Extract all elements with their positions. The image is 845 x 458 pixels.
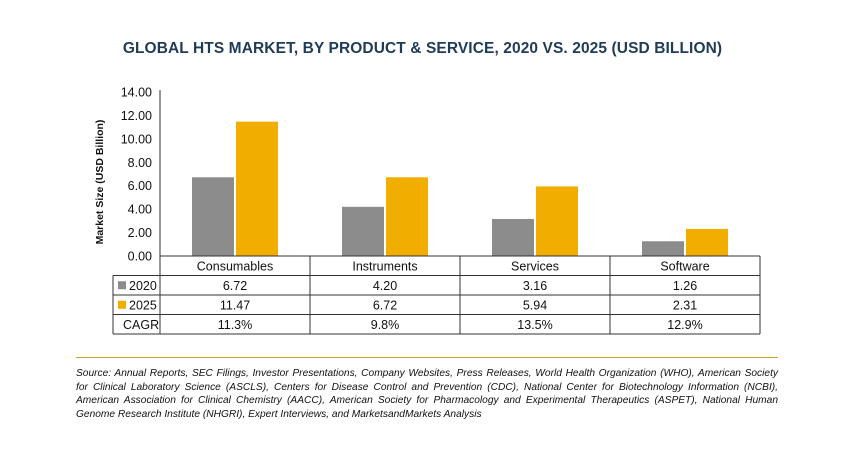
source-note: Source: Annual Reports, SEC Filings, Inv… [76,368,778,420]
data-label: 6.72 [373,298,397,312]
chart-title: GLOBAL HTS MARKET, BY PRODUCT & SERVICE,… [122,40,723,57]
bar-2020-services [492,218,534,256]
bar-chart: 14.00 12.00 10.00 8.00 6.00 4.00 2.00 0.00 Marke… [94,86,761,335]
x-category-label: Services [511,259,559,273]
bar-2020-consumables [192,177,234,256]
bar-2025-services [536,186,578,256]
y-tick-label: 0.00 [128,250,152,264]
y-tick-label: 8.00 [128,156,152,170]
y-tick-label: 2.00 [128,226,152,240]
data-label: 1.26 [673,279,697,293]
x-category-label: Instruments [352,259,417,273]
data-label: 6.72 [223,279,247,293]
x-category-label: Software [660,259,709,273]
source-divider [76,357,778,358]
legend-swatch-2020 [118,281,126,290]
cagr-value: 9.8% [371,318,400,332]
cagr-value: 13.5% [517,318,552,332]
data-label: 2.31 [673,298,697,312]
bar-2025-consumables [236,121,278,256]
y-tick-label: 6.00 [128,179,152,193]
y-tick-label: 14.00 [121,86,152,100]
data-label: 5.94 [523,298,547,312]
data-label: 4.20 [373,279,397,293]
legend-label: 2020 [129,279,157,293]
bar-2025-instruments [386,177,428,256]
bar-2020-instruments [342,206,384,256]
cagr-value: 11.3% [218,318,253,332]
legend-label: 2025 [129,298,157,312]
table-row-label: CAGR [123,318,159,332]
y-tick-label: 4.00 [128,203,152,217]
y-tick-label: 12.00 [121,109,152,123]
data-label: 3.16 [523,279,547,293]
y-tick-label: 10.00 [121,132,152,146]
x-category-label: Consumables [197,259,273,273]
legend-swatch-2025 [118,300,126,309]
y-axis-title: Market Size (USD Billion) [94,120,106,245]
data-label: 11.47 [220,298,250,312]
bar-2025-software [686,228,728,256]
cagr-value: 12.9% [667,318,702,332]
bar-2020-software [642,241,684,256]
